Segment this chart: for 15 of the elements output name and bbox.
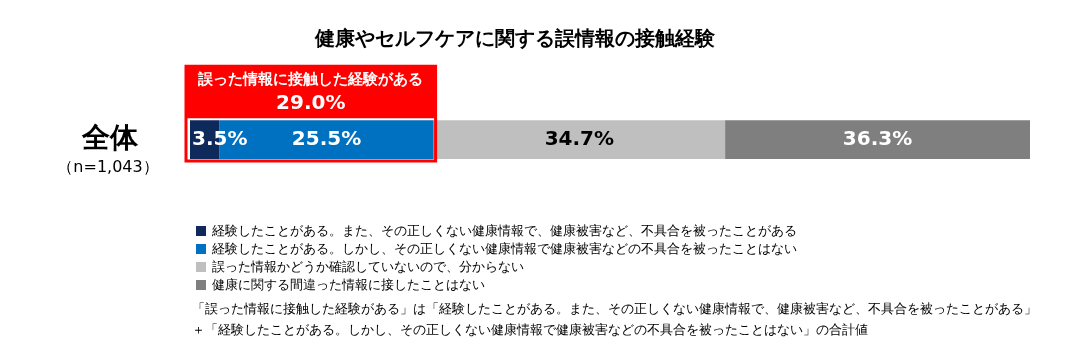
data-label: 3.5% [192, 125, 248, 150]
chart-title: 健康やセルフケアに関する誤情報の接触経験 [314, 26, 716, 51]
text: （n=1,043） [57, 156, 159, 176]
data-label: 36.3% [842, 125, 913, 150]
text: ＋「経験したことがある。しかし、その正しくない健康情報で健康被害などの不具合を被ったことはない」の合計値 [192, 321, 869, 339]
legend-label: 誤った情報かどうか確認していないので、分からない [212, 258, 524, 276]
legend-label: 経験したことがある。また、その正しくない健康情報で、健康被害など、不具合を被ったことがある [212, 222, 797, 240]
data-label: 34.7% [544, 125, 615, 150]
data-label: 25.5% [291, 125, 362, 150]
y-tick-label: 全体 [81, 120, 139, 154]
text: 「誤った情報に接触した経験がある」は「経験したことがある。また、その正しくない健康情報で、健康被害など、不具合を被ったことがある」 [192, 300, 1037, 318]
bar [725, 120, 1030, 160]
legend-label: 健康に関する間違った情報に接したことはない [212, 276, 485, 294]
band-label: 誤った情報に接触した経験がある 29.0% [197, 70, 424, 115]
legend-label: 経験したことがある。しかし、その正しくない健康情報で健康被害などの不具合を被ったことはない [212, 240, 797, 258]
